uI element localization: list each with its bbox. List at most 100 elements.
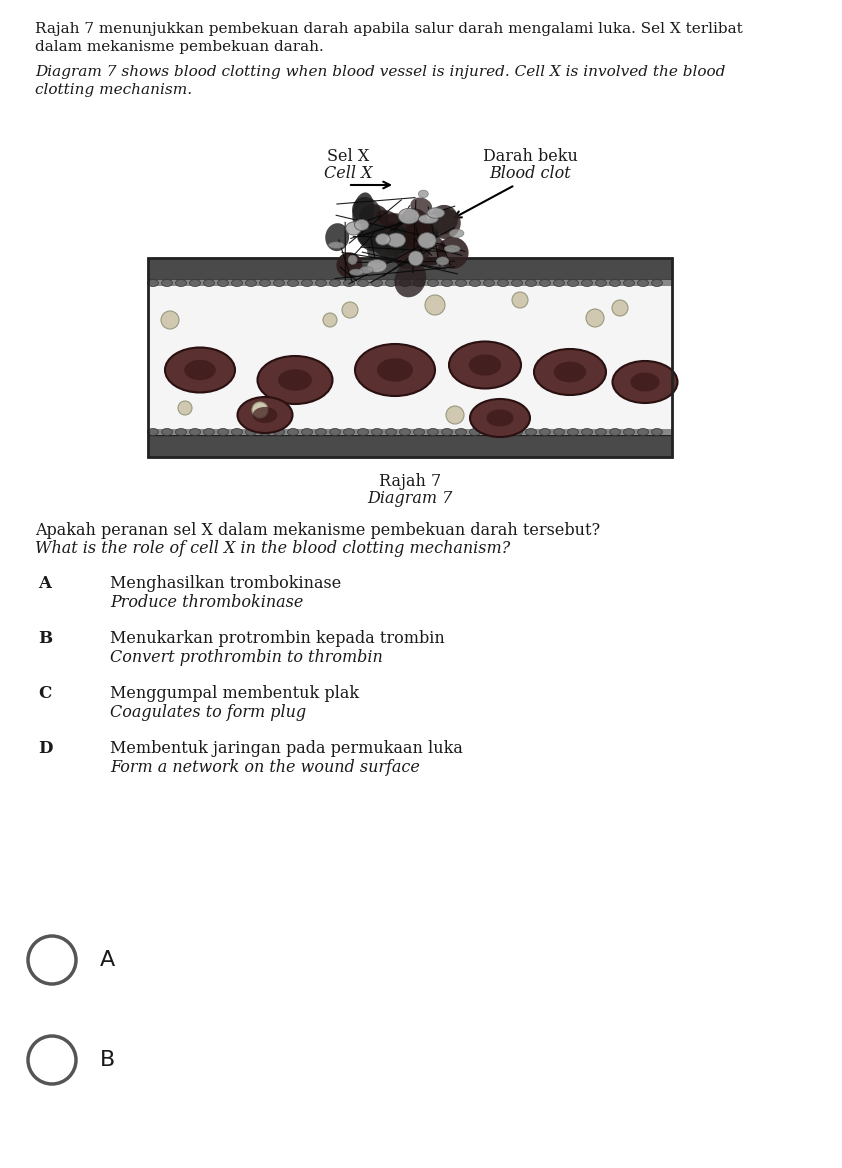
Ellipse shape bbox=[408, 251, 424, 266]
Ellipse shape bbox=[390, 229, 423, 264]
Text: Menukarkan protrombin kepada trombin: Menukarkan protrombin kepada trombin bbox=[110, 630, 445, 647]
Ellipse shape bbox=[217, 429, 228, 436]
Text: Darah beku: Darah beku bbox=[482, 148, 578, 165]
Text: Rajah 7: Rajah 7 bbox=[379, 473, 441, 491]
Text: A: A bbox=[100, 950, 115, 969]
Ellipse shape bbox=[582, 279, 593, 286]
Ellipse shape bbox=[487, 410, 514, 426]
Bar bbox=[148, 258, 672, 280]
Ellipse shape bbox=[376, 234, 390, 245]
Ellipse shape bbox=[380, 214, 417, 252]
Text: Menggumpal membentuk plak: Menggumpal membentuk plak bbox=[110, 684, 360, 702]
Bar bbox=[148, 280, 672, 434]
Text: Produce thrombokinase: Produce thrombokinase bbox=[110, 595, 303, 611]
Ellipse shape bbox=[376, 210, 402, 229]
Circle shape bbox=[161, 311, 179, 329]
Ellipse shape bbox=[456, 279, 466, 286]
Ellipse shape bbox=[418, 215, 438, 223]
Circle shape bbox=[612, 300, 628, 317]
Bar bbox=[148, 258, 672, 457]
Ellipse shape bbox=[428, 279, 439, 286]
Ellipse shape bbox=[287, 429, 299, 436]
Ellipse shape bbox=[394, 229, 422, 255]
Ellipse shape bbox=[450, 229, 464, 237]
Ellipse shape bbox=[316, 279, 327, 286]
Ellipse shape bbox=[554, 362, 586, 382]
Ellipse shape bbox=[637, 279, 648, 286]
Bar bbox=[148, 429, 672, 434]
Ellipse shape bbox=[355, 345, 435, 396]
Ellipse shape bbox=[358, 279, 369, 286]
Ellipse shape bbox=[287, 279, 299, 286]
Circle shape bbox=[342, 303, 358, 318]
Ellipse shape bbox=[352, 193, 374, 231]
Ellipse shape bbox=[184, 360, 216, 380]
Ellipse shape bbox=[386, 429, 397, 436]
Ellipse shape bbox=[381, 227, 418, 252]
Ellipse shape bbox=[259, 279, 270, 286]
Ellipse shape bbox=[430, 209, 461, 239]
Ellipse shape bbox=[259, 429, 270, 436]
Ellipse shape bbox=[469, 354, 501, 376]
Ellipse shape bbox=[316, 429, 327, 436]
Ellipse shape bbox=[483, 279, 494, 286]
Ellipse shape bbox=[329, 279, 340, 286]
Ellipse shape bbox=[540, 429, 551, 436]
Circle shape bbox=[178, 401, 192, 415]
Ellipse shape bbox=[612, 361, 678, 403]
Text: B: B bbox=[38, 630, 52, 647]
Ellipse shape bbox=[483, 429, 494, 436]
Ellipse shape bbox=[525, 279, 536, 286]
Ellipse shape bbox=[376, 222, 401, 244]
Text: What is the role of cell X in the blood clotting mechanism?: What is the role of cell X in the blood … bbox=[35, 540, 510, 557]
Ellipse shape bbox=[428, 429, 439, 436]
Ellipse shape bbox=[470, 399, 530, 437]
Ellipse shape bbox=[162, 279, 173, 286]
Ellipse shape bbox=[358, 429, 369, 436]
Text: Diagram 7 shows blood clotting when blood vessel is injured. Cell X is involved : Diagram 7 shows blood clotting when bloo… bbox=[35, 65, 725, 79]
Ellipse shape bbox=[162, 429, 173, 436]
Ellipse shape bbox=[232, 279, 242, 286]
Ellipse shape bbox=[441, 279, 452, 286]
Ellipse shape bbox=[301, 429, 312, 436]
Text: Convert prothrombin to thrombin: Convert prothrombin to thrombin bbox=[110, 649, 383, 666]
Ellipse shape bbox=[204, 429, 215, 436]
Ellipse shape bbox=[408, 232, 446, 265]
Text: Apakah peranan sel X dalam mekanisme pembekuan darah tersebut?: Apakah peranan sel X dalam mekanisme pem… bbox=[35, 522, 600, 538]
Ellipse shape bbox=[189, 279, 200, 286]
Text: Menghasilkan trombokinase: Menghasilkan trombokinase bbox=[110, 575, 341, 592]
Ellipse shape bbox=[399, 429, 411, 436]
Ellipse shape bbox=[436, 257, 449, 265]
Ellipse shape bbox=[441, 429, 452, 436]
Ellipse shape bbox=[623, 279, 635, 286]
Ellipse shape bbox=[386, 227, 413, 252]
Text: Membentuk jaringan pada permukaan luka: Membentuk jaringan pada permukaan luka bbox=[110, 741, 463, 757]
Circle shape bbox=[252, 402, 268, 418]
Ellipse shape bbox=[623, 429, 635, 436]
Ellipse shape bbox=[189, 429, 200, 436]
Ellipse shape bbox=[175, 279, 186, 286]
Circle shape bbox=[512, 292, 528, 308]
Ellipse shape bbox=[258, 356, 333, 404]
Ellipse shape bbox=[147, 429, 158, 436]
Ellipse shape bbox=[637, 429, 648, 436]
Circle shape bbox=[586, 310, 604, 327]
Ellipse shape bbox=[352, 197, 381, 225]
Ellipse shape bbox=[371, 279, 382, 286]
Ellipse shape bbox=[386, 234, 406, 248]
Ellipse shape bbox=[534, 349, 606, 395]
Ellipse shape bbox=[456, 429, 466, 436]
Ellipse shape bbox=[147, 279, 158, 286]
Ellipse shape bbox=[346, 222, 361, 235]
Ellipse shape bbox=[360, 204, 388, 229]
Text: Blood clot: Blood clot bbox=[489, 165, 571, 182]
Ellipse shape bbox=[344, 279, 354, 286]
Ellipse shape bbox=[411, 220, 436, 241]
Ellipse shape bbox=[595, 429, 606, 436]
Ellipse shape bbox=[394, 262, 426, 298]
Ellipse shape bbox=[357, 224, 386, 246]
Circle shape bbox=[446, 406, 464, 424]
Ellipse shape bbox=[274, 429, 285, 436]
Ellipse shape bbox=[278, 369, 312, 391]
Text: B: B bbox=[100, 1050, 115, 1070]
